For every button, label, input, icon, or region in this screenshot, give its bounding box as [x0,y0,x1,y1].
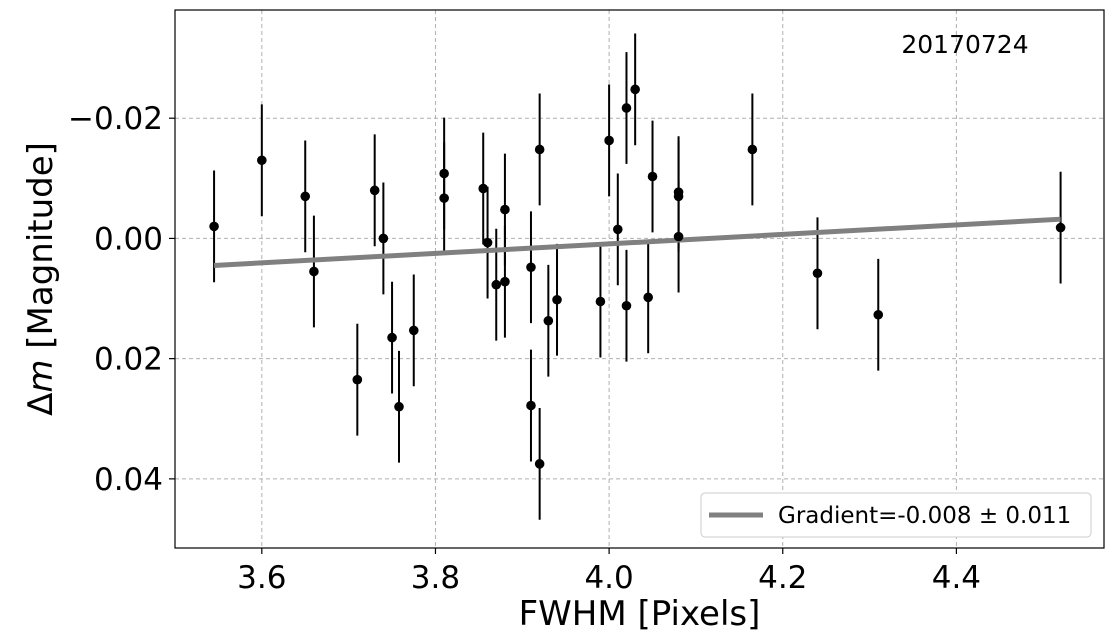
y-tick-label: 0.02 [94,342,163,378]
data-point [673,231,684,242]
data-point [500,276,510,287]
data-point [673,191,684,202]
y-tick-label: −0.02 [68,101,163,137]
y-axis-label: Δm [Magnitude] [21,142,61,416]
fit-line [213,216,1061,268]
x-tick-label: 3.6 [237,560,286,596]
data-point [352,374,363,385]
data-point [439,168,449,179]
data-point [257,155,267,166]
y-axis-label-suffix: [Magnitude] [21,142,61,359]
legend-box [700,492,1092,538]
grid [175,10,1104,548]
data-point [500,204,510,215]
y-tick-label: 0.04 [94,462,163,498]
data-point [647,171,658,182]
data-point [369,185,380,196]
data-point [543,315,554,326]
data-point [408,325,419,336]
data-point [478,183,489,194]
axis-ticks: 3.6 3.8 4.0 4.2 4.4 −0.02 0.00 0.02 0.04 [68,101,981,596]
legend-label: Gradient=-0.008 ± 0.011 [778,503,1071,529]
x-tick-label: 4.4 [932,560,981,596]
date-annotation: 20170724 [901,30,1028,59]
y-tick-label: 0.00 [94,221,163,257]
data-point [643,292,653,303]
x-tick-label: 3.8 [411,560,460,596]
data-point [526,400,536,411]
data-point [309,266,319,277]
data-point [747,144,758,155]
data-point [595,296,606,307]
data-point [621,300,632,311]
data-point [526,262,536,273]
data-point [491,279,502,290]
data-point [482,237,493,248]
data-point [300,191,311,202]
x-tick-label: 4.2 [758,560,807,596]
data-point [439,193,449,203]
data-point [534,144,545,155]
data-point [612,224,623,235]
legend: Gradient=-0.008 ± 0.011 [700,492,1092,538]
data-point [552,294,562,305]
data-point [387,332,397,343]
data-point [378,233,389,244]
data-point [209,221,219,232]
x-tick-label: 4.0 [584,560,633,596]
x-axis-label: FWHM [Pixels] [519,594,761,634]
y-axis-label-prefix: Δ [21,393,61,416]
data-point [534,459,545,469]
data-point [621,103,632,113]
data-series [209,33,1066,520]
data-point [394,401,404,412]
data-point [812,268,823,279]
y-axis-label-var: m [21,360,61,393]
data-point [604,135,614,146]
data-point [1055,222,1066,233]
data-point [630,84,640,95]
data-point [873,309,884,320]
plot-area [174,9,1105,549]
